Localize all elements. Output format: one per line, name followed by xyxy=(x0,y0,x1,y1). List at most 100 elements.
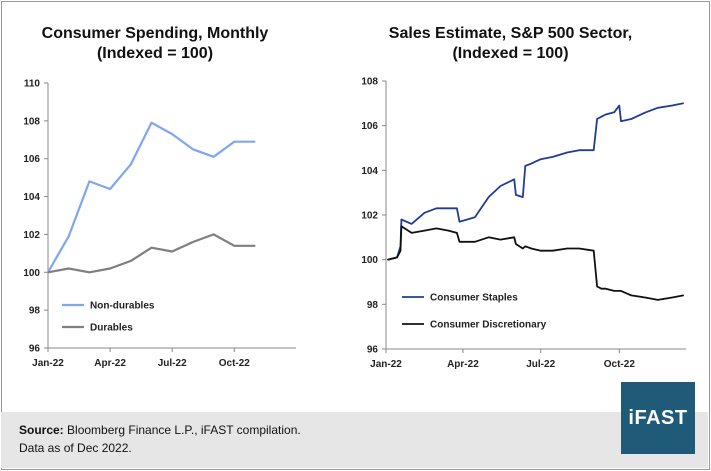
data-point xyxy=(618,104,620,107)
data-point xyxy=(192,148,194,150)
data-point xyxy=(552,250,554,252)
data-point xyxy=(423,212,426,214)
data-point xyxy=(620,290,622,292)
data-point xyxy=(396,256,398,259)
data-point xyxy=(524,245,526,247)
data-point xyxy=(487,196,490,198)
data-point xyxy=(423,230,426,232)
data-point xyxy=(522,247,524,250)
y-tick-label: 104 xyxy=(23,192,40,203)
data-point xyxy=(456,207,458,209)
data-date-text: Data as of Dec 2022. xyxy=(19,441,132,455)
data-point xyxy=(233,141,235,143)
data-point xyxy=(670,104,673,107)
data-point xyxy=(192,241,194,243)
data-point xyxy=(474,241,476,243)
source-note: Source: Bloomberg Finance L.P., iFAST co… xyxy=(19,421,301,457)
data-point xyxy=(600,288,602,290)
chart-title: Consumer Spending, Monthly (Indexed = 10… xyxy=(41,25,269,62)
data-point xyxy=(645,111,647,113)
data-point xyxy=(499,185,502,187)
data-point xyxy=(487,236,490,238)
y-tick-label: 98 xyxy=(29,306,41,317)
x-tick-label: Jan-22 xyxy=(32,358,64,369)
data-point xyxy=(515,243,517,245)
data-point xyxy=(596,285,598,288)
data-point xyxy=(130,163,132,165)
data-point xyxy=(435,207,438,209)
data-point xyxy=(88,271,90,273)
y-tick-label: 100 xyxy=(23,268,40,279)
y-tick-label: 110 xyxy=(24,79,41,90)
sales-estimate-chart-panel: Sales Estimate, S&P 500 Sector, (Indexed… xyxy=(316,6,705,402)
y-tick-label: 104 xyxy=(361,166,378,177)
data-point xyxy=(254,141,256,143)
x-tick-label: Jul-22 xyxy=(158,358,187,369)
x-tick-label: Jan-22 xyxy=(370,359,402,370)
data-point xyxy=(47,271,49,273)
source-text: Bloomberg Finance L.P., iFAST compilatio… xyxy=(63,423,301,437)
data-point xyxy=(566,247,568,250)
source-label: Source: xyxy=(19,423,64,437)
data-point xyxy=(399,250,402,252)
data-point xyxy=(596,118,598,120)
data-point xyxy=(682,102,685,104)
data-point xyxy=(530,247,532,250)
data-point xyxy=(620,120,622,122)
data-point xyxy=(513,178,515,180)
data-point xyxy=(171,250,173,253)
data-point xyxy=(130,260,132,262)
data-point xyxy=(447,230,449,232)
data-point xyxy=(456,232,458,234)
y-tick-label: 108 xyxy=(23,116,40,127)
data-point xyxy=(458,241,461,243)
legend-label: Non-durables xyxy=(90,301,155,312)
data-point xyxy=(213,156,215,158)
data-point xyxy=(630,294,632,296)
data-point xyxy=(605,288,607,290)
y-tick-label: 106 xyxy=(23,154,40,165)
data-point xyxy=(411,232,413,234)
data-point xyxy=(88,180,90,183)
consumer-spending-chart: 96 98 100 102 104 106 108 110 Jan-22 Apr-22 Jul-22… xyxy=(23,79,296,369)
data-point xyxy=(540,250,542,252)
ifast-logo: iFAST xyxy=(621,382,695,454)
data-point xyxy=(254,245,256,247)
data-point xyxy=(213,233,215,236)
data-point xyxy=(670,297,673,299)
y-tick-label: 106 xyxy=(361,121,378,132)
data-point xyxy=(458,221,461,223)
data-point xyxy=(109,188,111,190)
data-point xyxy=(613,290,615,292)
data-point xyxy=(513,236,515,238)
series-line-consumer-discretionary xyxy=(387,225,684,301)
legend-label: Consumer Discretionary xyxy=(430,320,547,331)
data-point xyxy=(400,225,402,227)
data-point xyxy=(552,156,554,158)
data-point xyxy=(522,196,524,198)
data-point xyxy=(171,133,173,135)
data-point xyxy=(447,207,449,209)
footer: Source: Bloomberg Finance L.P., iFAST co… xyxy=(1,382,708,468)
data-point xyxy=(68,235,70,237)
data-point xyxy=(435,227,438,229)
sales-estimate-chart: 96 98 100 102 104 106 108 Jan-22 Apr-22 Jul-22 Oct… xyxy=(361,77,686,370)
y-tick-label: 98 xyxy=(367,300,379,311)
data-point xyxy=(593,250,595,252)
legend-label: Durables xyxy=(90,323,133,334)
data-point xyxy=(515,194,517,196)
consumer-spending-chart-panel: Consumer Spending, Monthly (Indexed = 10… xyxy=(6,6,304,402)
data-point xyxy=(613,111,615,113)
data-point xyxy=(68,267,70,270)
x-tick-label: Apr-22 xyxy=(447,359,479,370)
data-point xyxy=(578,149,580,151)
data-point xyxy=(150,122,153,124)
y-tick-label: 102 xyxy=(23,230,40,241)
data-point xyxy=(566,151,568,154)
data-point xyxy=(109,267,111,270)
y-tick-label: 96 xyxy=(29,344,41,355)
data-point xyxy=(605,113,607,116)
data-point xyxy=(578,247,580,250)
x-tick-label: Apr-22 xyxy=(94,358,126,369)
x-tick-label: Oct-22 xyxy=(219,358,251,369)
